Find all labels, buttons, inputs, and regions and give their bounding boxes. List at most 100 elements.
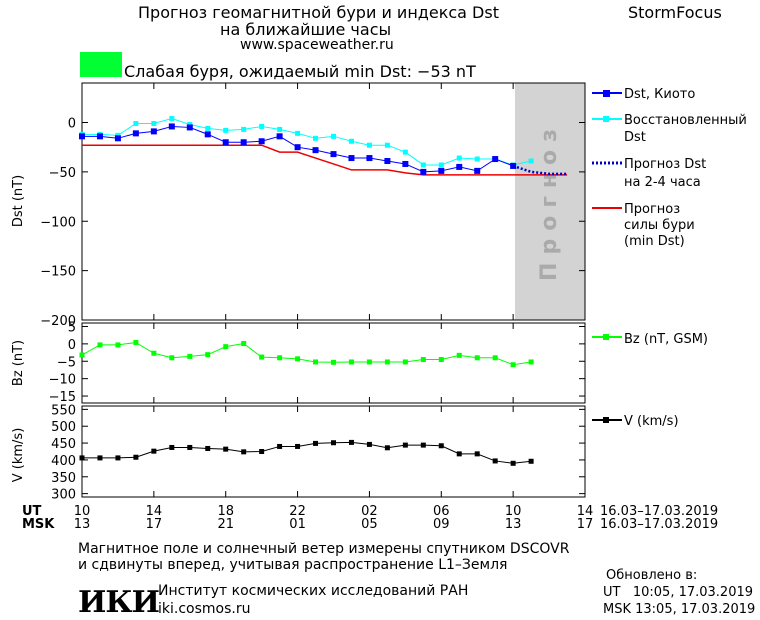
chart-subtitle: на ближайшие часы	[220, 20, 392, 39]
v-series-group	[79, 439, 534, 466]
v-point	[402, 442, 408, 448]
storm-forecast-line	[82, 144, 568, 176]
status-text: Слабая буря, ожидаемый min Dst: −53 nT	[124, 62, 476, 81]
bz-point	[133, 339, 139, 345]
restored-dst-point	[169, 116, 175, 122]
iki-logo: ИКИ	[78, 585, 160, 620]
institute-url[interactable]: iki.cosmos.ru	[158, 601, 251, 617]
dst-kyoto-point	[384, 158, 391, 165]
dst-kyoto-point	[240, 139, 247, 146]
updated-msk: MSK 13:05, 17.03.2019	[603, 602, 756, 617]
dst-kyoto-point	[492, 156, 499, 163]
legend-storm-label-3: (min Dst)	[624, 234, 685, 249]
legend-v-label: V (km/s)	[624, 414, 679, 429]
v-line	[82, 441, 532, 464]
bz-point	[187, 353, 193, 359]
legend-storm-label: Прогноз	[624, 202, 680, 217]
dst-y-label: Dst (nT)	[11, 175, 26, 227]
msk-tick-label: 21	[217, 517, 234, 532]
restored-dst-point	[384, 142, 390, 148]
restored-dst-point	[438, 162, 444, 168]
bz-point	[151, 350, 157, 356]
y-tick-label: −5	[57, 355, 76, 370]
v-point	[492, 458, 498, 464]
legend-forecast-label: Прогноз Dst	[624, 157, 706, 172]
bz-point	[115, 342, 121, 348]
v-point	[223, 446, 229, 452]
ut-label: UT	[22, 504, 42, 519]
bz-point	[420, 357, 426, 363]
dst-kyoto-point	[330, 151, 337, 158]
legend-restored-label: Восстановленный	[624, 113, 747, 128]
dst-series-group	[79, 116, 568, 176]
msk-label: MSK	[22, 517, 55, 532]
bz-point	[205, 352, 211, 358]
bz-point	[259, 354, 265, 360]
bz-point	[295, 356, 301, 362]
v-point	[169, 444, 175, 450]
dst-kyoto-point	[79, 133, 85, 140]
bz-point	[366, 359, 372, 365]
restored-dst-point	[241, 126, 247, 132]
restored-dst-point	[331, 133, 336, 139]
bz-point	[510, 362, 516, 368]
restored-dst-point	[205, 125, 211, 131]
y-tick-label: 5	[68, 320, 76, 335]
y-tick-label: −50	[49, 166, 76, 181]
bz-point	[331, 359, 336, 365]
dst-panel-frame	[81, 82, 586, 321]
restored-dst-point	[348, 138, 354, 144]
msk-tick-label: 13	[74, 517, 91, 532]
forecast-zone	[515, 83, 585, 320]
restored-dst-point	[295, 130, 301, 136]
bz-point	[97, 342, 103, 348]
y-tick-label: −15	[49, 390, 76, 405]
restored-dst-point	[151, 120, 157, 126]
forecast-zone-label: Прогноз	[537, 121, 562, 281]
dst-kyoto-point	[402, 160, 409, 167]
v-panel: 550 500 450 400 350 300 V (km/s)	[11, 403, 586, 503]
brand-name: StormFocus	[628, 3, 722, 22]
ut-tick-label: 10	[505, 504, 522, 519]
v-point	[97, 455, 103, 461]
msk-tick-label: 13	[505, 517, 522, 532]
bz-point	[456, 352, 462, 358]
y-tick-label: −150	[40, 265, 76, 280]
bz-series-group	[79, 339, 534, 368]
ut-tick-label: 02	[361, 504, 378, 519]
restored-dst-point	[420, 162, 426, 168]
updated-ut: UT 10:05, 17.03.2019	[603, 585, 754, 600]
v-point	[241, 449, 247, 455]
v-point	[456, 451, 462, 457]
restored-dst-point	[277, 126, 283, 132]
legend-restored-label-2: Dst	[624, 130, 646, 145]
restored-dst-point	[133, 120, 139, 126]
ut-tick-label: 14	[146, 504, 163, 519]
msk-tick-label: 17	[577, 517, 594, 532]
dst-kyoto-point	[150, 128, 157, 135]
bz-point	[528, 359, 534, 365]
v-point	[115, 455, 121, 461]
y-tick-label: 0	[68, 338, 76, 353]
bz-y-label: Bz (nT)	[11, 340, 26, 386]
msk-tick-label: 01	[289, 517, 306, 532]
site-url[interactable]: www.spaceweather.ru	[240, 37, 394, 53]
dst-kyoto-point	[186, 124, 193, 131]
dst-forecast-line	[512, 164, 568, 176]
v-point	[474, 451, 480, 457]
y-tick-label: 450	[51, 437, 76, 452]
restored-dst-point	[259, 123, 265, 129]
dst-kyoto-point	[348, 155, 355, 162]
bz-point	[241, 341, 247, 347]
footer-note-1: Магнитное поле и солнечный ветер измерен…	[78, 541, 570, 557]
v-point	[205, 445, 211, 451]
v-y-axis: 550 500 450 400 350 300	[51, 403, 585, 503]
legend-bz-marker	[603, 334, 609, 340]
v-point	[187, 444, 193, 450]
dst-kyoto-point	[510, 162, 517, 169]
v-point	[259, 449, 265, 454]
bz-point	[474, 355, 480, 361]
dst-kyoto-point	[438, 167, 445, 174]
restored-dst-point	[402, 149, 408, 155]
v-point	[510, 460, 516, 466]
